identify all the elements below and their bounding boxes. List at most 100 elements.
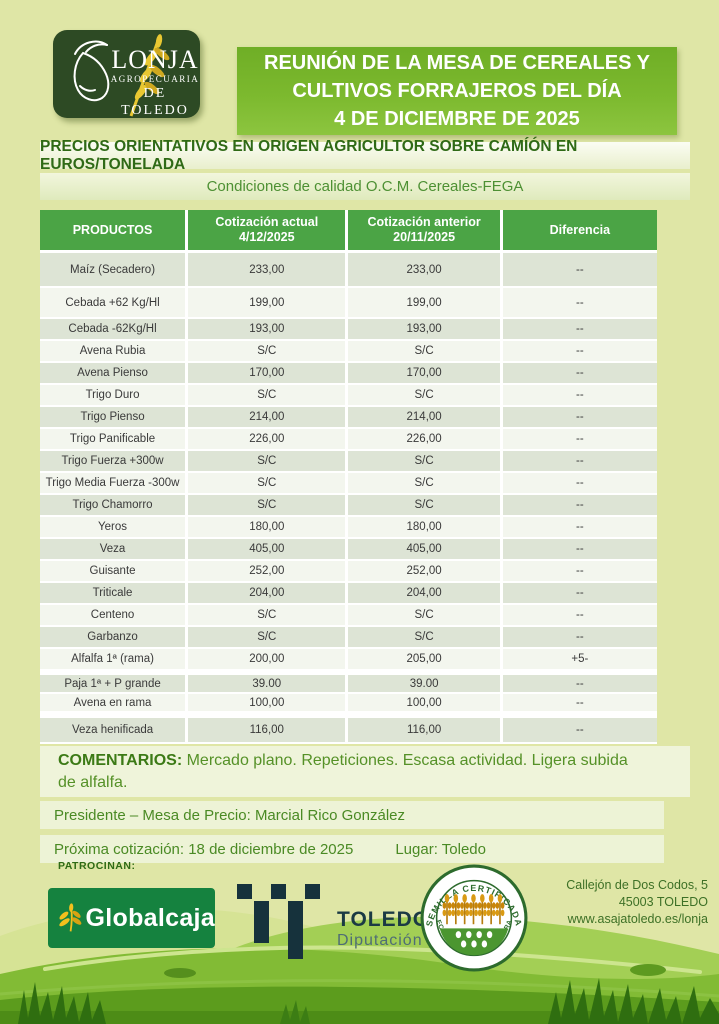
actual-cell: 100,00: [188, 694, 349, 711]
diferencia-cell: --: [576, 323, 584, 335]
title-banner: REUNIÓN DE LA MESA DE CEREALES Y CULTIVO…: [237, 47, 677, 135]
actual-cell: 226,00: [188, 429, 349, 449]
product-cell: Trigo Chamorro: [40, 495, 189, 515]
table-row: Garbanzo S/C S/C --: [40, 627, 657, 649]
comentarios-text: Mercado plano. Repeticiones. Escasa acti…: [58, 752, 628, 791]
actual-cell: S/C: [188, 627, 349, 647]
table-row: Paja 1ª + P grande 39.00 39.00 --: [40, 675, 657, 694]
anterior-cell: 39.00: [348, 675, 503, 692]
precios-banner: PRECIOS ORIENTATIVOS EN ORIGEN AGRICULTO…: [40, 138, 690, 173]
actual-cell: S/C: [188, 341, 349, 361]
diferencia-cell: --: [576, 677, 584, 690]
anterior-cell: 252,00: [348, 561, 503, 581]
product-cell: Veza henificada: [40, 718, 189, 742]
table-row: Veza 405,00 405,00 --: [40, 539, 657, 561]
product-cell: Cebada +62 Kg/Hl: [40, 288, 189, 317]
table-row: Maíz (Secadero) 233,00 233,00 --: [40, 253, 657, 288]
product-cell: Avena Rubia: [40, 341, 189, 361]
address-block: Callejón de Dos Codos, 5 45003 TOLEDO ww…: [566, 877, 708, 928]
certification-seal: SEMILLA CERTIFICADA RECOGES LO QUE SIEMB…: [420, 864, 528, 972]
table-row: Centeno S/C S/C --: [40, 605, 657, 627]
anterior-cell: 100,00: [348, 694, 503, 711]
actual-cell: S/C: [188, 385, 349, 405]
actual-cell: S/C: [188, 451, 349, 471]
anterior-cell: 233,00: [348, 253, 503, 286]
presidente-bar: Presidente – Mesa de Precio: Marcial Ric…: [40, 801, 664, 829]
table-row: Trigo Panificable 226,00 226,00 --: [40, 429, 657, 451]
globalcaja-label: Globalcaja: [85, 903, 215, 932]
product-cell: Trigo Pienso: [40, 407, 189, 427]
actual-cell: 214,00: [188, 407, 349, 427]
header-text: Cotización anterior: [367, 215, 481, 229]
actual-cell: S/C: [188, 605, 349, 625]
product-cell: Veza: [40, 539, 189, 559]
anterior-cell: 116,00: [348, 718, 503, 742]
diferencia-cell: --: [576, 455, 584, 467]
table-row: Cebada +62 Kg/Hl 199,00 199,00 --: [40, 288, 657, 319]
product-cell: Cebada -62Kg/Hl: [40, 319, 189, 339]
table-row: Trigo Chamorro S/C S/C --: [40, 495, 657, 517]
actual-cell: 193,00: [188, 319, 349, 339]
diferencia-cell: --: [576, 631, 584, 643]
anterior-cell: 405,00: [348, 539, 503, 559]
product-cell: Paja 1ª + P grande: [40, 675, 189, 692]
anterior-cell: 193,00: [348, 319, 503, 339]
actual-cell: 39.00: [188, 675, 349, 692]
presidente-text: Presidente – Mesa de Precio: Marcial Ric…: [54, 806, 405, 824]
header-text: 20/11/2025: [393, 230, 456, 244]
product-cell: Trigo Duro: [40, 385, 189, 405]
anterior-cell: S/C: [348, 341, 503, 361]
anterior-cell: 204,00: [348, 583, 503, 603]
diferencia-cell: --: [576, 609, 584, 621]
table-row: Veza henificada 116,00 116,00 --: [40, 718, 657, 744]
table-row: Trigo Pienso 214,00 214,00 --: [40, 407, 657, 429]
anterior-cell: S/C: [348, 605, 503, 625]
product-cell: Guisante: [40, 561, 189, 581]
header-cell-cotizacion-anterior: Cotización anterior 20/11/2025: [348, 210, 503, 250]
proxima-bar: Próxima cotización: 18 de diciembre de 2…: [40, 835, 664, 863]
diferencia-cell: +5-: [571, 653, 589, 665]
product-cell: Yeros: [40, 517, 189, 537]
diferencia-cell: --: [576, 263, 584, 276]
diferencia-cell: --: [576, 433, 584, 445]
comentarios-label: COMENTARIOS:: [58, 752, 183, 769]
product-cell: Trigo Panificable: [40, 429, 189, 449]
diferencia-cell: --: [576, 696, 584, 709]
header-cell-cotizacion-actual: Cotización actual 4/12/2025: [188, 210, 349, 250]
diferencia-cell: --: [576, 543, 584, 555]
diferencia-cell: --: [576, 521, 584, 533]
lonja-logo-text: LONJA AGROPECUARIA DE TOLEDO: [110, 46, 200, 119]
header-cell-diferencia: Diferencia: [502, 210, 657, 250]
actual-cell: 199,00: [188, 288, 349, 317]
lonja-logo-sub2: DE TOLEDO: [121, 86, 189, 118]
anterior-cell: S/C: [348, 627, 503, 647]
title-line-3: 4 DE DICIEMBRE DE 2025: [334, 108, 580, 130]
globalcaja-wheat-icon: [59, 903, 82, 932]
address-line-2: 45003 TOLEDO: [618, 895, 708, 909]
toledo-label: TOLEDO: [337, 908, 431, 931]
diferencia-cell: --: [576, 499, 584, 511]
diputacion-text: TOLEDO Diputación: [337, 908, 430, 950]
table-row: Alfalfa 1ª (rama) 200,00 205,00 +5-: [40, 649, 657, 671]
table-row: Trigo Duro S/C S/C --: [40, 385, 657, 407]
proxima-text: Próxima cotización: 18 de diciembre de 2…: [54, 840, 354, 858]
product-cell: Maíz (Secadero): [40, 253, 189, 286]
lonja-logo-name: LONJA: [111, 45, 199, 74]
actual-cell: 180,00: [188, 517, 349, 537]
table-row: Avena Pienso 170,00 170,00 --: [40, 363, 657, 385]
table-row: Yeros 180,00 180,00 --: [40, 517, 657, 539]
header-text: 4/12/2025: [238, 230, 295, 244]
anterior-cell: S/C: [348, 385, 503, 405]
product-cell: Trigo Media Fuerza -300w: [40, 473, 189, 493]
comentarios-bar: COMENTARIOS: Mercado plano. Repeticiones…: [40, 746, 690, 797]
diferencia-cell: --: [576, 296, 584, 309]
header-cell-productos: PRODUCTOS: [40, 210, 189, 250]
price-table: PRODUCTOS Cotización actual 4/12/2025 Co…: [40, 210, 657, 744]
title-line-2: CULTIVOS FORRAJEROS DEL DÍA: [292, 80, 622, 102]
lonja-logo: LONJA AGROPECUARIA DE TOLEDO: [53, 30, 200, 118]
table-row: Trigo Fuerza +300w S/C S/C --: [40, 451, 657, 473]
diferencia-cell: --: [576, 587, 584, 599]
product-cell: Triticale: [40, 583, 189, 603]
anterior-cell: 226,00: [348, 429, 503, 449]
lonja-logo-sub1: AGROPECUARIA: [110, 74, 200, 84]
